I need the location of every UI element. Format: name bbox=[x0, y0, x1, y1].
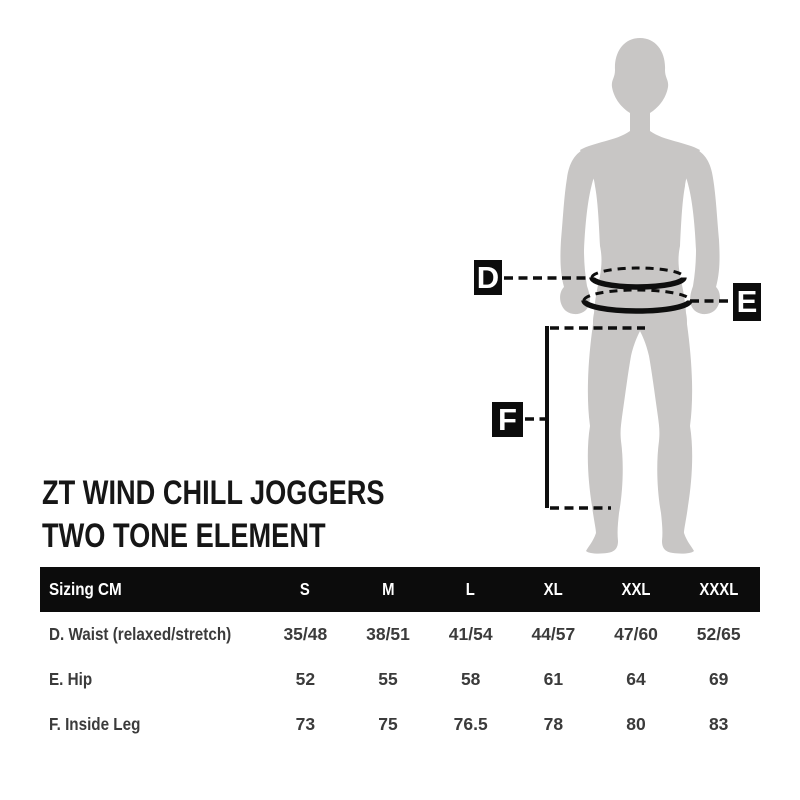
size-header-cell: M bbox=[347, 579, 430, 600]
size-header-m: M bbox=[381, 579, 395, 599]
row-label-cell: D. Waist (relaxed/stretch) bbox=[40, 624, 264, 645]
size-value-cell: 76.5 bbox=[453, 714, 488, 734]
left-arm-silhouette bbox=[560, 147, 602, 315]
size-value-cell: 80 bbox=[626, 714, 646, 734]
size-header-cell: XXL bbox=[595, 579, 678, 600]
size-value-cell: 69 bbox=[708, 669, 729, 689]
size-header-xl: XL bbox=[543, 579, 563, 599]
table-row-waist: D. Waist (relaxed/stretch) 35/48 38/51 4… bbox=[40, 612, 760, 657]
size-value-cell: 83 bbox=[708, 714, 729, 734]
hip-ellipse-solid-bottom bbox=[581, 299, 693, 314]
size-value-cell: 41/54 bbox=[448, 624, 493, 644]
size-header-xxl: XXL bbox=[621, 579, 651, 599]
sizing-unit-header-text: Sizing CM bbox=[49, 579, 122, 599]
size-value-cell: 58 bbox=[460, 669, 481, 689]
product-title: ZT WIND CHILL JOGGERS TWO TONE ELEMENT bbox=[42, 472, 385, 558]
waist-marker-label: D bbox=[474, 260, 502, 295]
inside-leg-marker-label: F bbox=[492, 402, 523, 437]
row-label-hip: E. Hip bbox=[49, 669, 93, 689]
size-value-cell: 78 bbox=[543, 714, 564, 734]
size-value-cell: 61 bbox=[543, 669, 564, 689]
waist-ellipse-dashed-top bbox=[590, 266, 686, 278]
row-label-cell: F. Inside Leg bbox=[40, 714, 264, 735]
sizing-table: Sizing CM S M L XL XXL XXXL D. Waist (re… bbox=[40, 567, 760, 747]
size-value-cell: 47/60 bbox=[614, 624, 658, 644]
hip-ellipse-dashed-top bbox=[582, 288, 692, 301]
waist-ellipse-solid-bottom bbox=[589, 276, 687, 290]
size-value-cell: 52/65 bbox=[696, 624, 741, 644]
sizing-unit-header-cell: Sizing CM bbox=[40, 579, 264, 600]
size-value-cell: 75 bbox=[378, 714, 398, 734]
size-header-cell: XL bbox=[512, 579, 595, 600]
size-header-xxxl: XXXL bbox=[699, 579, 739, 599]
size-value-cell: 35/48 bbox=[283, 624, 328, 644]
hip-marker-label: E bbox=[733, 283, 761, 321]
size-header-cell: L bbox=[429, 579, 512, 600]
body-silhouette bbox=[580, 38, 700, 554]
size-value-cell: 44/57 bbox=[531, 624, 576, 644]
row-label-cell: E. Hip bbox=[40, 669, 264, 690]
table-row-hip: E. Hip 52 55 58 61 64 69 bbox=[40, 657, 760, 702]
row-label-inside-leg: F. Inside Leg bbox=[49, 714, 141, 734]
size-header-cell: XXXL bbox=[677, 579, 760, 600]
product-title-line1: ZT WIND CHILL JOGGERS bbox=[42, 474, 385, 512]
size-value-cell: 38/51 bbox=[366, 624, 410, 644]
size-value-cell: 73 bbox=[295, 714, 316, 734]
product-title-line2: TWO TONE ELEMENT bbox=[42, 517, 326, 555]
row-label-waist: D. Waist (relaxed/stretch) bbox=[49, 624, 232, 644]
sizing-table-header-row: Sizing CM S M L XL XXL XXXL bbox=[40, 567, 760, 612]
size-header-cell: S bbox=[264, 579, 347, 600]
table-row-inside-leg: F. Inside Leg 73 75 76.5 78 80 83 bbox=[40, 702, 760, 747]
right-arm-silhouette bbox=[678, 147, 720, 315]
size-value-cell: 52 bbox=[295, 669, 316, 689]
size-header-l: L bbox=[466, 579, 476, 599]
size-value-cell: 55 bbox=[378, 669, 398, 689]
size-header-s: S bbox=[300, 579, 311, 599]
size-value-cell: 64 bbox=[626, 669, 646, 689]
